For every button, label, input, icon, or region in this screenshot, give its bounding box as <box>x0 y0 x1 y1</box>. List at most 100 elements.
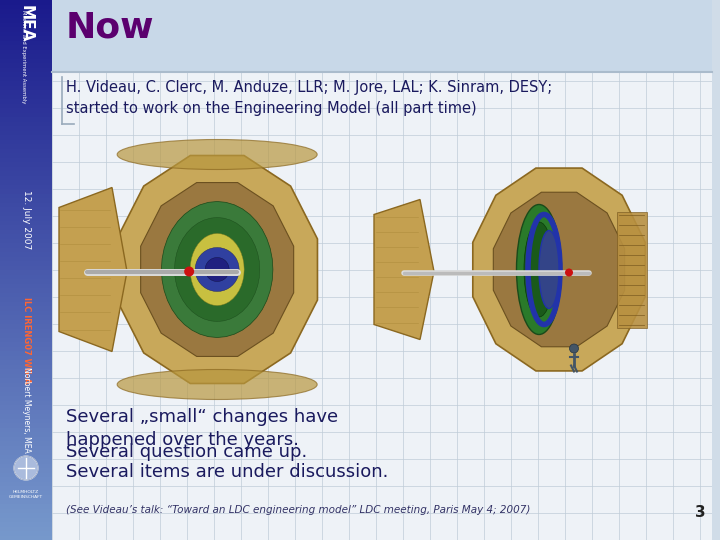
Polygon shape <box>195 247 239 292</box>
Ellipse shape <box>524 222 554 317</box>
Text: HELMHOLTZ
GEMEINSCHAFT: HELMHOLTZ GEMEINSCHAFT <box>9 490 43 499</box>
Polygon shape <box>161 201 273 338</box>
Bar <box>0 94 52 99</box>
Bar <box>0 45 52 50</box>
Bar <box>0 77 52 81</box>
Ellipse shape <box>117 139 317 170</box>
Bar <box>0 4 52 9</box>
Text: H. Videau, C. Clerc, M. Anduze, LLR; M. Jore, LAL; K. Sinram, DESY;
started to w: H. Videau, C. Clerc, M. Anduze, LLR; M. … <box>66 80 552 116</box>
Bar <box>0 234 52 239</box>
Bar <box>0 509 52 513</box>
Bar <box>0 351 52 355</box>
Bar <box>0 274 52 279</box>
Bar <box>617 212 647 327</box>
Bar <box>0 81 52 85</box>
Bar <box>0 256 52 261</box>
Bar <box>0 239 52 243</box>
Bar <box>0 441 52 445</box>
Bar <box>0 54 52 58</box>
Bar <box>0 526 52 531</box>
Bar <box>0 63 52 68</box>
Polygon shape <box>59 187 127 352</box>
Bar <box>0 225 52 229</box>
Bar <box>0 189 52 193</box>
Bar <box>0 500 52 504</box>
Bar <box>0 216 52 220</box>
Bar <box>0 18 52 23</box>
Bar <box>0 490 52 495</box>
Text: ILC IRENG07 WG-A: ILC IRENG07 WG-A <box>22 296 30 383</box>
Bar <box>0 85 52 90</box>
Bar <box>0 166 52 171</box>
Bar <box>0 387 52 392</box>
Bar <box>0 230 52 234</box>
Ellipse shape <box>117 369 317 400</box>
Bar <box>0 153 52 158</box>
Bar <box>0 126 52 131</box>
Bar <box>0 185 52 189</box>
Polygon shape <box>374 199 434 340</box>
Bar <box>0 513 52 517</box>
Bar <box>0 270 52 274</box>
Bar <box>0 477 52 482</box>
Bar <box>0 338 52 342</box>
Bar <box>0 423 52 428</box>
Bar <box>0 360 52 364</box>
Bar <box>0 482 52 486</box>
Bar <box>0 171 52 176</box>
Bar <box>0 504 52 509</box>
Bar <box>0 347 52 351</box>
Bar <box>0 176 52 180</box>
Bar <box>0 374 52 378</box>
Bar <box>0 495 52 500</box>
Text: 12. July 2007: 12. July 2007 <box>22 191 30 249</box>
Bar <box>0 104 52 108</box>
Bar <box>0 90 52 94</box>
Bar <box>0 522 52 526</box>
Bar <box>712 0 720 540</box>
Bar <box>0 486 52 490</box>
Bar <box>0 315 52 320</box>
Text: MEA: MEA <box>19 5 34 42</box>
Text: Several items are under discussion.: Several items are under discussion. <box>66 463 388 481</box>
Bar <box>0 436 52 441</box>
Bar <box>0 293 52 297</box>
Polygon shape <box>190 233 244 306</box>
Bar <box>0 378 52 382</box>
Bar <box>0 333 52 338</box>
Text: Several „small“ changes have
happened over the years.: Several „small“ changes have happened ov… <box>66 408 338 449</box>
Text: Several question came up.: Several question came up. <box>66 443 307 461</box>
Bar <box>0 446 52 450</box>
Polygon shape <box>174 218 260 321</box>
Bar <box>0 306 52 310</box>
Bar <box>0 180 52 185</box>
Bar <box>0 112 52 117</box>
Bar <box>0 459 52 463</box>
Bar <box>0 135 52 139</box>
Bar <box>0 297 52 301</box>
Bar <box>0 131 52 135</box>
Circle shape <box>14 456 38 480</box>
Polygon shape <box>473 168 645 371</box>
Bar <box>0 193 52 198</box>
Text: Now: Now <box>66 10 155 44</box>
Bar <box>0 468 52 472</box>
Bar <box>0 288 52 293</box>
Bar <box>0 247 52 252</box>
Bar <box>52 0 712 72</box>
Bar <box>0 450 52 455</box>
Bar <box>0 472 52 477</box>
Bar <box>0 369 52 374</box>
Bar <box>0 72 52 77</box>
Bar <box>0 414 52 418</box>
Circle shape <box>565 268 573 276</box>
Bar <box>0 531 52 536</box>
Bar <box>0 310 52 315</box>
Bar <box>0 261 52 266</box>
Bar <box>0 463 52 468</box>
Bar <box>0 58 52 63</box>
Bar <box>0 162 52 166</box>
Bar <box>0 68 52 72</box>
Bar <box>0 198 52 202</box>
Bar <box>0 139 52 144</box>
